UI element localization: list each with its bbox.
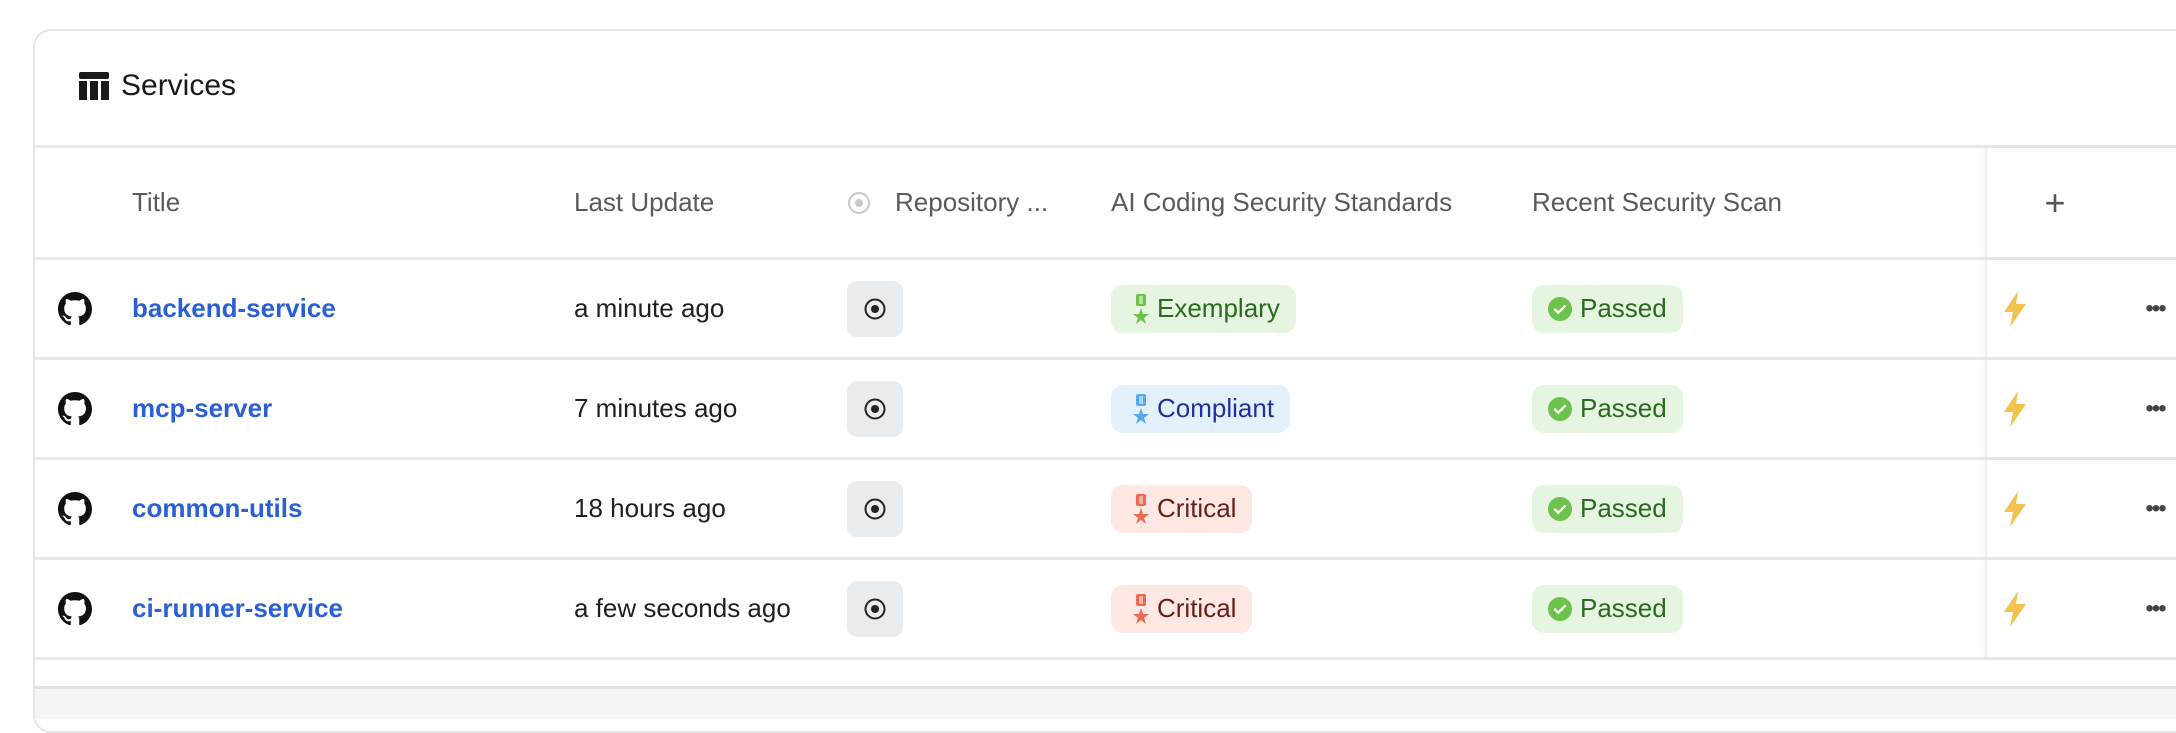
table-icon — [79, 72, 109, 100]
table-footer — [35, 686, 2176, 719]
scan-status-badge: Passed — [1532, 284, 1683, 333]
scan-status-label: Passed — [1580, 493, 1667, 523]
service-title-link[interactable]: ci-runner-service — [132, 593, 343, 623]
radio-target-icon — [864, 298, 886, 319]
ai-standard-label: Critical — [1157, 593, 1237, 623]
card-header: Services — [35, 31, 2176, 148]
lightning-icon — [2004, 390, 2026, 427]
ai-standard-badge: Critical — [1111, 584, 1253, 633]
github-icon — [55, 560, 95, 657]
medal-icon — [1133, 293, 1149, 324]
ai-standard-badge: Critical — [1111, 484, 1253, 533]
ai-standard-label: Critical — [1157, 493, 1237, 523]
medal-icon — [1133, 493, 1149, 524]
repository-button[interactable] — [847, 580, 903, 637]
column-header-title[interactable]: Title — [132, 187, 181, 217]
medal-icon — [1133, 593, 1149, 624]
row-actions — [1985, 460, 2176, 557]
more-options-button[interactable]: ••• — [2145, 394, 2166, 422]
row-actions — [1985, 360, 2176, 457]
scan-status-badge: Passed — [1532, 584, 1683, 633]
row-actions — [1985, 560, 2176, 657]
radio-target-icon — [864, 398, 886, 419]
repository-button[interactable] — [847, 480, 903, 537]
ai-standard-badge: Exemplary — [1111, 284, 1296, 333]
last-update: a minute ago — [574, 293, 725, 323]
column-header-last-update[interactable]: Last Update — [574, 187, 715, 217]
github-icon — [55, 260, 95, 357]
column-header-scan[interactable]: Recent Security Scan — [1532, 187, 1783, 217]
github-icon — [55, 360, 95, 457]
check-circle-icon — [1548, 396, 1572, 421]
scan-status-badge: Passed — [1532, 484, 1683, 533]
table-row[interactable]: ci-runner-service a few seconds ago Crit… — [35, 560, 2176, 660]
check-circle-icon — [1548, 596, 1572, 621]
column-header-repository[interactable]: Repository ... — [847, 148, 1048, 257]
title-text: Services — [121, 69, 237, 102]
services-table: Title Last Update Repository ... AI Codi… — [35, 148, 2176, 660]
scan-status-badge: Passed — [1532, 384, 1683, 433]
more-options-button[interactable]: ••• — [2145, 494, 2166, 522]
medal-icon — [1133, 393, 1149, 424]
more-options-button[interactable]: ••• — [2145, 294, 2166, 322]
lightning-icon — [2004, 290, 2026, 327]
last-update: a few seconds ago — [574, 593, 791, 623]
repository-button[interactable] — [847, 380, 903, 437]
run-action-button[interactable] — [1995, 560, 2035, 657]
column-header-repository-label: Repository ... — [895, 187, 1049, 217]
actions-column-header — [1985, 148, 2176, 257]
more-options-button[interactable]: ••• — [2145, 594, 2166, 622]
service-title-link[interactable]: mcp-server — [132, 393, 273, 423]
last-update: 7 minutes ago — [574, 393, 738, 423]
radio-target-icon — [864, 498, 886, 519]
lightning-icon — [2004, 590, 2026, 627]
ai-standard-badge: Compliant — [1111, 384, 1291, 433]
repository-button[interactable] — [847, 280, 903, 337]
table-row[interactable]: common-utils 18 hours ago Critical Passe… — [35, 460, 2176, 560]
scan-status-label: Passed — [1580, 293, 1667, 323]
service-title-link[interactable]: common-utils — [132, 493, 303, 523]
ai-standard-label: Compliant — [1157, 393, 1275, 423]
check-circle-icon — [1548, 296, 1572, 321]
page-title: Services — [79, 69, 236, 103]
radio-target-icon — [864, 598, 886, 619]
run-action-button[interactable] — [1995, 460, 2035, 557]
check-circle-icon — [1548, 496, 1572, 521]
table-row[interactable]: backend-service a minute ago Exemplary P… — [35, 260, 2176, 360]
scan-status-label: Passed — [1580, 593, 1667, 623]
last-update: 18 hours ago — [574, 493, 726, 523]
row-actions — [1985, 260, 2176, 357]
column-header-ai-standards[interactable]: AI Coding Security Standards — [1111, 187, 1453, 217]
table-header-row: Title Last Update Repository ... AI Codi… — [35, 148, 2176, 260]
radio-target-icon — [848, 191, 870, 214]
table-row[interactable]: mcp-server 7 minutes ago Compliant Passe… — [35, 360, 2176, 460]
github-icon — [55, 460, 95, 557]
add-column-button[interactable]: + — [2044, 181, 2066, 223]
service-title-link[interactable]: backend-service — [132, 293, 336, 323]
ai-standard-label: Exemplary — [1157, 293, 1280, 323]
run-action-button[interactable] — [1995, 360, 2035, 457]
scan-status-label: Passed — [1580, 393, 1667, 423]
services-card: Services Title Last Update Repository ..… — [33, 29, 2176, 733]
run-action-button[interactable] — [1995, 260, 2035, 357]
lightning-icon — [2004, 490, 2026, 527]
